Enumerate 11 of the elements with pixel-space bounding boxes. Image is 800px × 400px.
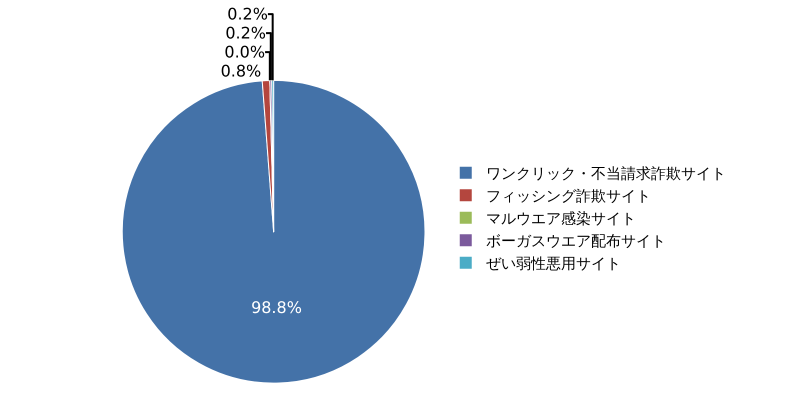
data-label: 98.8%: [251, 298, 302, 317]
legend-label: ぜい弱性悪用サイト: [486, 254, 621, 273]
data-label: 0.2%: [225, 24, 266, 43]
legend-label: フィッシング詐欺サイト: [486, 187, 651, 206]
data-label: 0.2%: [227, 4, 268, 24]
pie-slice: [122, 80, 426, 384]
legend-label: ワンクリック・不当請求詐欺サイト: [486, 164, 726, 183]
text: 0.0%: [224, 42, 266, 62]
data-label: 0.8%: [220, 62, 262, 81]
legend-label: マルウエア感染サイト: [486, 210, 636, 228]
legend-label: ボーガスウエア配布サイト: [486, 232, 666, 250]
